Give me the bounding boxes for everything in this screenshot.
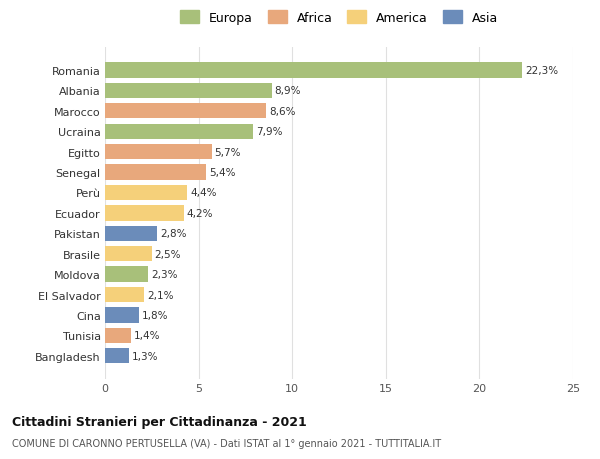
Bar	[105, 206, 184, 221]
Text: 8,6%: 8,6%	[269, 106, 295, 117]
Bar	[105, 84, 272, 99]
Bar	[105, 104, 266, 119]
Text: 1,8%: 1,8%	[142, 310, 168, 320]
Text: 1,4%: 1,4%	[134, 330, 161, 341]
Text: 2,1%: 2,1%	[147, 290, 173, 300]
Text: 22,3%: 22,3%	[525, 66, 559, 76]
Bar	[105, 287, 145, 302]
Bar	[105, 145, 212, 160]
Text: 1,3%: 1,3%	[132, 351, 158, 361]
Bar	[105, 308, 139, 323]
Text: 5,7%: 5,7%	[215, 147, 241, 157]
Text: COMUNE DI CARONNO PERTUSELLA (VA) - Dati ISTAT al 1° gennaio 2021 - TUTTITALIA.I: COMUNE DI CARONNO PERTUSELLA (VA) - Dati…	[12, 438, 441, 448]
Bar	[105, 267, 148, 282]
Text: 4,4%: 4,4%	[190, 188, 217, 198]
Bar	[105, 226, 157, 241]
Text: 7,9%: 7,9%	[256, 127, 282, 137]
Text: 2,5%: 2,5%	[155, 249, 181, 259]
Text: 2,3%: 2,3%	[151, 269, 178, 280]
Text: Cittadini Stranieri per Cittadinanza - 2021: Cittadini Stranieri per Cittadinanza - 2…	[12, 415, 307, 428]
Text: 4,2%: 4,2%	[187, 208, 213, 218]
Bar	[105, 348, 130, 364]
Bar	[105, 328, 131, 343]
Bar	[105, 246, 152, 262]
Bar	[105, 124, 253, 140]
Bar	[105, 185, 187, 201]
Bar	[105, 63, 523, 78]
Text: 2,8%: 2,8%	[160, 229, 187, 239]
Text: 5,4%: 5,4%	[209, 168, 235, 178]
Legend: Europa, Africa, America, Asia: Europa, Africa, America, Asia	[176, 8, 502, 29]
Text: 8,9%: 8,9%	[274, 86, 301, 96]
Bar	[105, 165, 206, 180]
